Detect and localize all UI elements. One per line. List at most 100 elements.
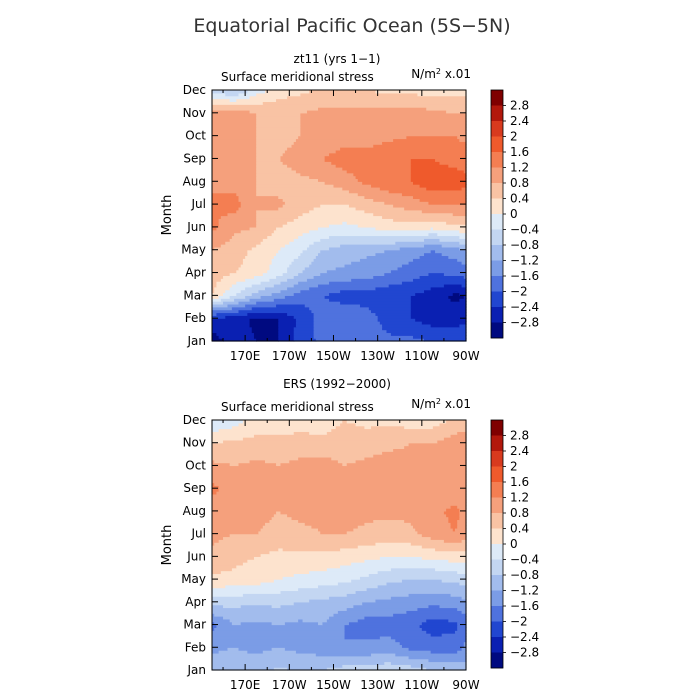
contour-cell bbox=[212, 542, 215, 546]
contour-row bbox=[212, 132, 467, 137]
contour-cell bbox=[282, 161, 332, 165]
contour-cell bbox=[212, 192, 237, 197]
contour-cell bbox=[306, 246, 330, 251]
contour-cell bbox=[393, 448, 467, 452]
contour-cell bbox=[443, 539, 463, 543]
contour-cell bbox=[212, 164, 257, 168]
contour-cell bbox=[256, 184, 335, 188]
contour-cell bbox=[377, 570, 458, 575]
contour-cell bbox=[340, 147, 467, 151]
contour-cell bbox=[212, 206, 240, 211]
contour-cell bbox=[298, 215, 383, 219]
contour-cell bbox=[223, 439, 438, 444]
contour-cell bbox=[212, 420, 244, 424]
contour-row bbox=[212, 545, 467, 549]
contour-cell bbox=[435, 249, 467, 254]
contour-cell bbox=[212, 641, 401, 646]
contour-cell bbox=[212, 425, 233, 430]
contour-cell bbox=[278, 318, 297, 322]
contour-cell bbox=[355, 590, 467, 594]
contour-cell bbox=[366, 255, 421, 259]
contour-cell bbox=[410, 167, 458, 171]
contour-cell bbox=[249, 95, 288, 100]
contour-cell bbox=[212, 172, 257, 177]
contour-cell bbox=[412, 278, 467, 282]
contour-cell bbox=[212, 321, 251, 325]
contour-cell bbox=[216, 281, 237, 285]
contour-cell bbox=[457, 570, 467, 575]
contour-cell bbox=[229, 238, 264, 242]
contour-cell bbox=[384, 201, 430, 205]
contour-cell bbox=[212, 326, 253, 331]
contour-cell bbox=[401, 192, 467, 197]
contour-cell bbox=[382, 215, 467, 219]
contour-cell bbox=[265, 286, 288, 291]
contour-cell bbox=[291, 167, 343, 171]
contour-cell bbox=[320, 204, 350, 208]
colorbar-label: 2.4 bbox=[510, 444, 529, 458]
contour-cell bbox=[448, 559, 467, 563]
contour-cell bbox=[404, 425, 434, 430]
contour-cell bbox=[437, 439, 467, 444]
contour-cell bbox=[242, 437, 445, 441]
contour-cell bbox=[271, 604, 282, 609]
contour-cell bbox=[258, 530, 321, 535]
contour-row bbox=[212, 312, 467, 316]
contour-cell bbox=[212, 289, 215, 294]
contour-cell bbox=[238, 462, 277, 467]
contour-cell bbox=[375, 90, 467, 94]
contour-row bbox=[212, 158, 467, 162]
contour-cell bbox=[212, 562, 244, 566]
contour-cell bbox=[412, 335, 467, 339]
contour-row bbox=[212, 215, 467, 219]
contour-cell bbox=[302, 269, 328, 274]
contour-cell bbox=[457, 167, 467, 171]
contour-cell bbox=[324, 158, 412, 162]
contour-row bbox=[212, 607, 467, 611]
contour-cell bbox=[304, 303, 361, 308]
panel-bottom: ERS (1992−2000) Surface meridional stres… bbox=[160, 377, 539, 692]
contour-row bbox=[212, 573, 467, 577]
contour-cell bbox=[256, 155, 282, 160]
contour-cell bbox=[260, 581, 339, 586]
contour-cell bbox=[212, 298, 222, 302]
contour-cell bbox=[256, 169, 297, 174]
contour-cell bbox=[249, 321, 279, 325]
figure-title: Equatorial Pacific Ocean (5S−5N) bbox=[193, 15, 510, 37]
contour-cell bbox=[282, 204, 321, 208]
contour-cell bbox=[247, 650, 264, 654]
contour-row bbox=[212, 295, 467, 299]
contour-cell bbox=[282, 547, 341, 552]
contour-cell bbox=[320, 249, 385, 254]
contour-row bbox=[212, 576, 467, 580]
contour-cell bbox=[408, 261, 463, 265]
contour-cell bbox=[375, 252, 425, 257]
contour-cell bbox=[457, 519, 467, 523]
contour-cell bbox=[300, 129, 467, 134]
contour-row bbox=[212, 456, 467, 461]
colorbar-swatch bbox=[491, 245, 503, 261]
contour-cell bbox=[212, 215, 222, 219]
contour-cell bbox=[287, 667, 328, 671]
contour-row bbox=[212, 655, 467, 660]
contour-cell bbox=[340, 547, 436, 552]
contour-cell bbox=[212, 616, 224, 620]
contour-cell bbox=[448, 618, 467, 623]
contour-cell bbox=[212, 204, 242, 208]
contour-row bbox=[212, 315, 467, 319]
contour-cell bbox=[256, 181, 326, 185]
contour-cell bbox=[348, 189, 390, 194]
contour-cell bbox=[309, 244, 341, 248]
contour-row bbox=[212, 152, 467, 157]
contour-cell bbox=[342, 664, 412, 668]
contour-cell bbox=[212, 590, 282, 594]
contour-cell bbox=[302, 249, 321, 254]
contour-cell bbox=[432, 425, 467, 430]
colorbar-swatch bbox=[491, 121, 503, 137]
contour-cell bbox=[212, 482, 215, 486]
contour-cell bbox=[223, 301, 240, 305]
x-tick-label: 150W bbox=[316, 349, 351, 363]
contour-cell bbox=[410, 301, 467, 305]
contour-cell bbox=[300, 124, 467, 128]
contour-cell bbox=[265, 522, 306, 526]
